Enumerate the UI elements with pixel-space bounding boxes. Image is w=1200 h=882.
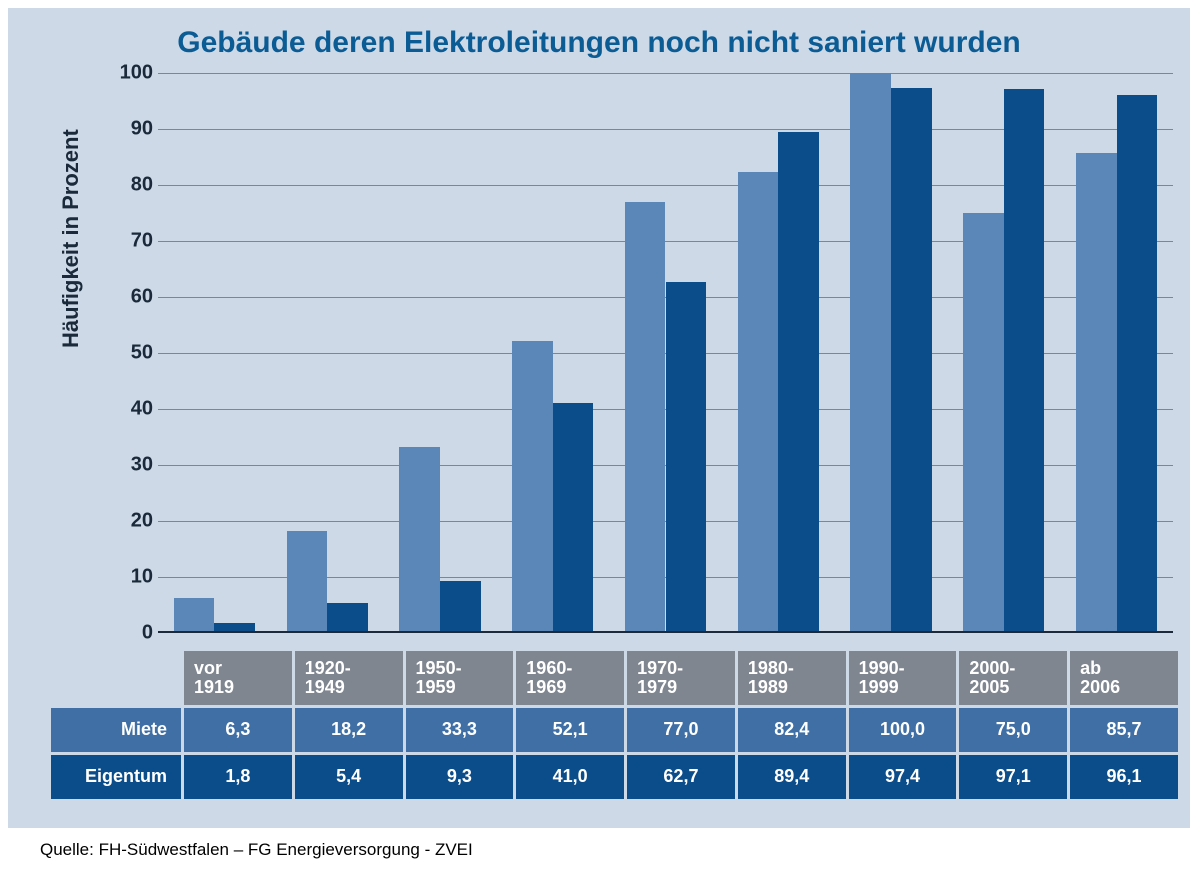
table-category-header: 1990-1999 [849, 651, 957, 705]
bar-eigentum [778, 132, 819, 633]
bar-eigentum [1117, 95, 1158, 633]
bars [158, 73, 1173, 633]
bar-miete [174, 598, 215, 633]
table-cell: 77,0 [627, 708, 735, 752]
table-cell: 41,0 [516, 755, 624, 799]
table-cell: 89,4 [738, 755, 846, 799]
bar-miete [399, 447, 440, 633]
table-cell: 1,8 [184, 755, 292, 799]
table-cell: 97,1 [959, 755, 1067, 799]
chart-title: Gebäude deren Elektroleitungen noch nich… [8, 8, 1190, 70]
table-cell: 6,3 [184, 708, 292, 752]
table-row-label: Eigentum [51, 755, 181, 799]
bar-miete [1076, 153, 1117, 633]
bar-eigentum [440, 581, 481, 633]
table-cell: 5,4 [295, 755, 403, 799]
y-tick-label: 100 [103, 62, 153, 85]
table-cell: 9,3 [406, 755, 514, 799]
y-tick-label: 90 [103, 118, 153, 141]
table-cell: 33,3 [406, 708, 514, 752]
y-tick-label: 70 [103, 230, 153, 253]
table-row-label: Miete [51, 708, 181, 752]
plot-area [158, 73, 1173, 633]
table-cell: 52,1 [516, 708, 624, 752]
bar-eigentum [553, 403, 594, 633]
table-category-header: 1950-1959 [406, 651, 514, 705]
bar-miete [963, 213, 1004, 633]
bar-miete [738, 172, 779, 633]
table-cell: 62,7 [627, 755, 735, 799]
table-category-header: 1970-1979 [627, 651, 735, 705]
plot-wrap: 0102030405060708090100 [103, 73, 1173, 633]
table-cell: 100,0 [849, 708, 957, 752]
data-table: vor19191920-19491950-19591960-19691970-1… [48, 648, 1181, 802]
y-axis-label: Häufigkeit in Prozent [58, 129, 84, 348]
y-tick-label: 60 [103, 286, 153, 309]
table-cell: 82,4 [738, 708, 846, 752]
table-category-header: 1980-1989 [738, 651, 846, 705]
source-text: Quelle: FH-Südwestfalen – FG Energievers… [40, 840, 473, 860]
y-tick-label: 50 [103, 342, 153, 365]
y-tick-label: 10 [103, 566, 153, 589]
bar-eigentum [327, 603, 368, 633]
y-tick-label: 40 [103, 398, 153, 421]
table-category-header: 2000-2005 [959, 651, 1067, 705]
table-corner [51, 651, 181, 705]
table-cell: 18,2 [295, 708, 403, 752]
bar-eigentum [666, 282, 707, 633]
bar-miete [850, 73, 891, 633]
bar-miete [287, 531, 328, 633]
y-tick-label: 30 [103, 454, 153, 477]
bar-eigentum [891, 88, 932, 633]
y-tick-label: 0 [103, 622, 153, 645]
table-category-header: ab2006 [1070, 651, 1178, 705]
table-cell: 97,4 [849, 755, 957, 799]
chart-container: Gebäude deren Elektroleitungen noch nich… [8, 8, 1190, 828]
bar-miete [512, 341, 553, 633]
table-category-header: 1960-1969 [516, 651, 624, 705]
y-tick-label: 80 [103, 174, 153, 197]
bar-eigentum [1004, 89, 1045, 633]
table-category-header: vor1919 [184, 651, 292, 705]
table-category-header: 1920-1949 [295, 651, 403, 705]
table-cell: 96,1 [1070, 755, 1178, 799]
bar-miete [625, 202, 666, 633]
table-cell: 85,7 [1070, 708, 1178, 752]
x-axis-line [158, 631, 1173, 633]
table-cell: 75,0 [959, 708, 1067, 752]
y-tick-label: 20 [103, 510, 153, 533]
